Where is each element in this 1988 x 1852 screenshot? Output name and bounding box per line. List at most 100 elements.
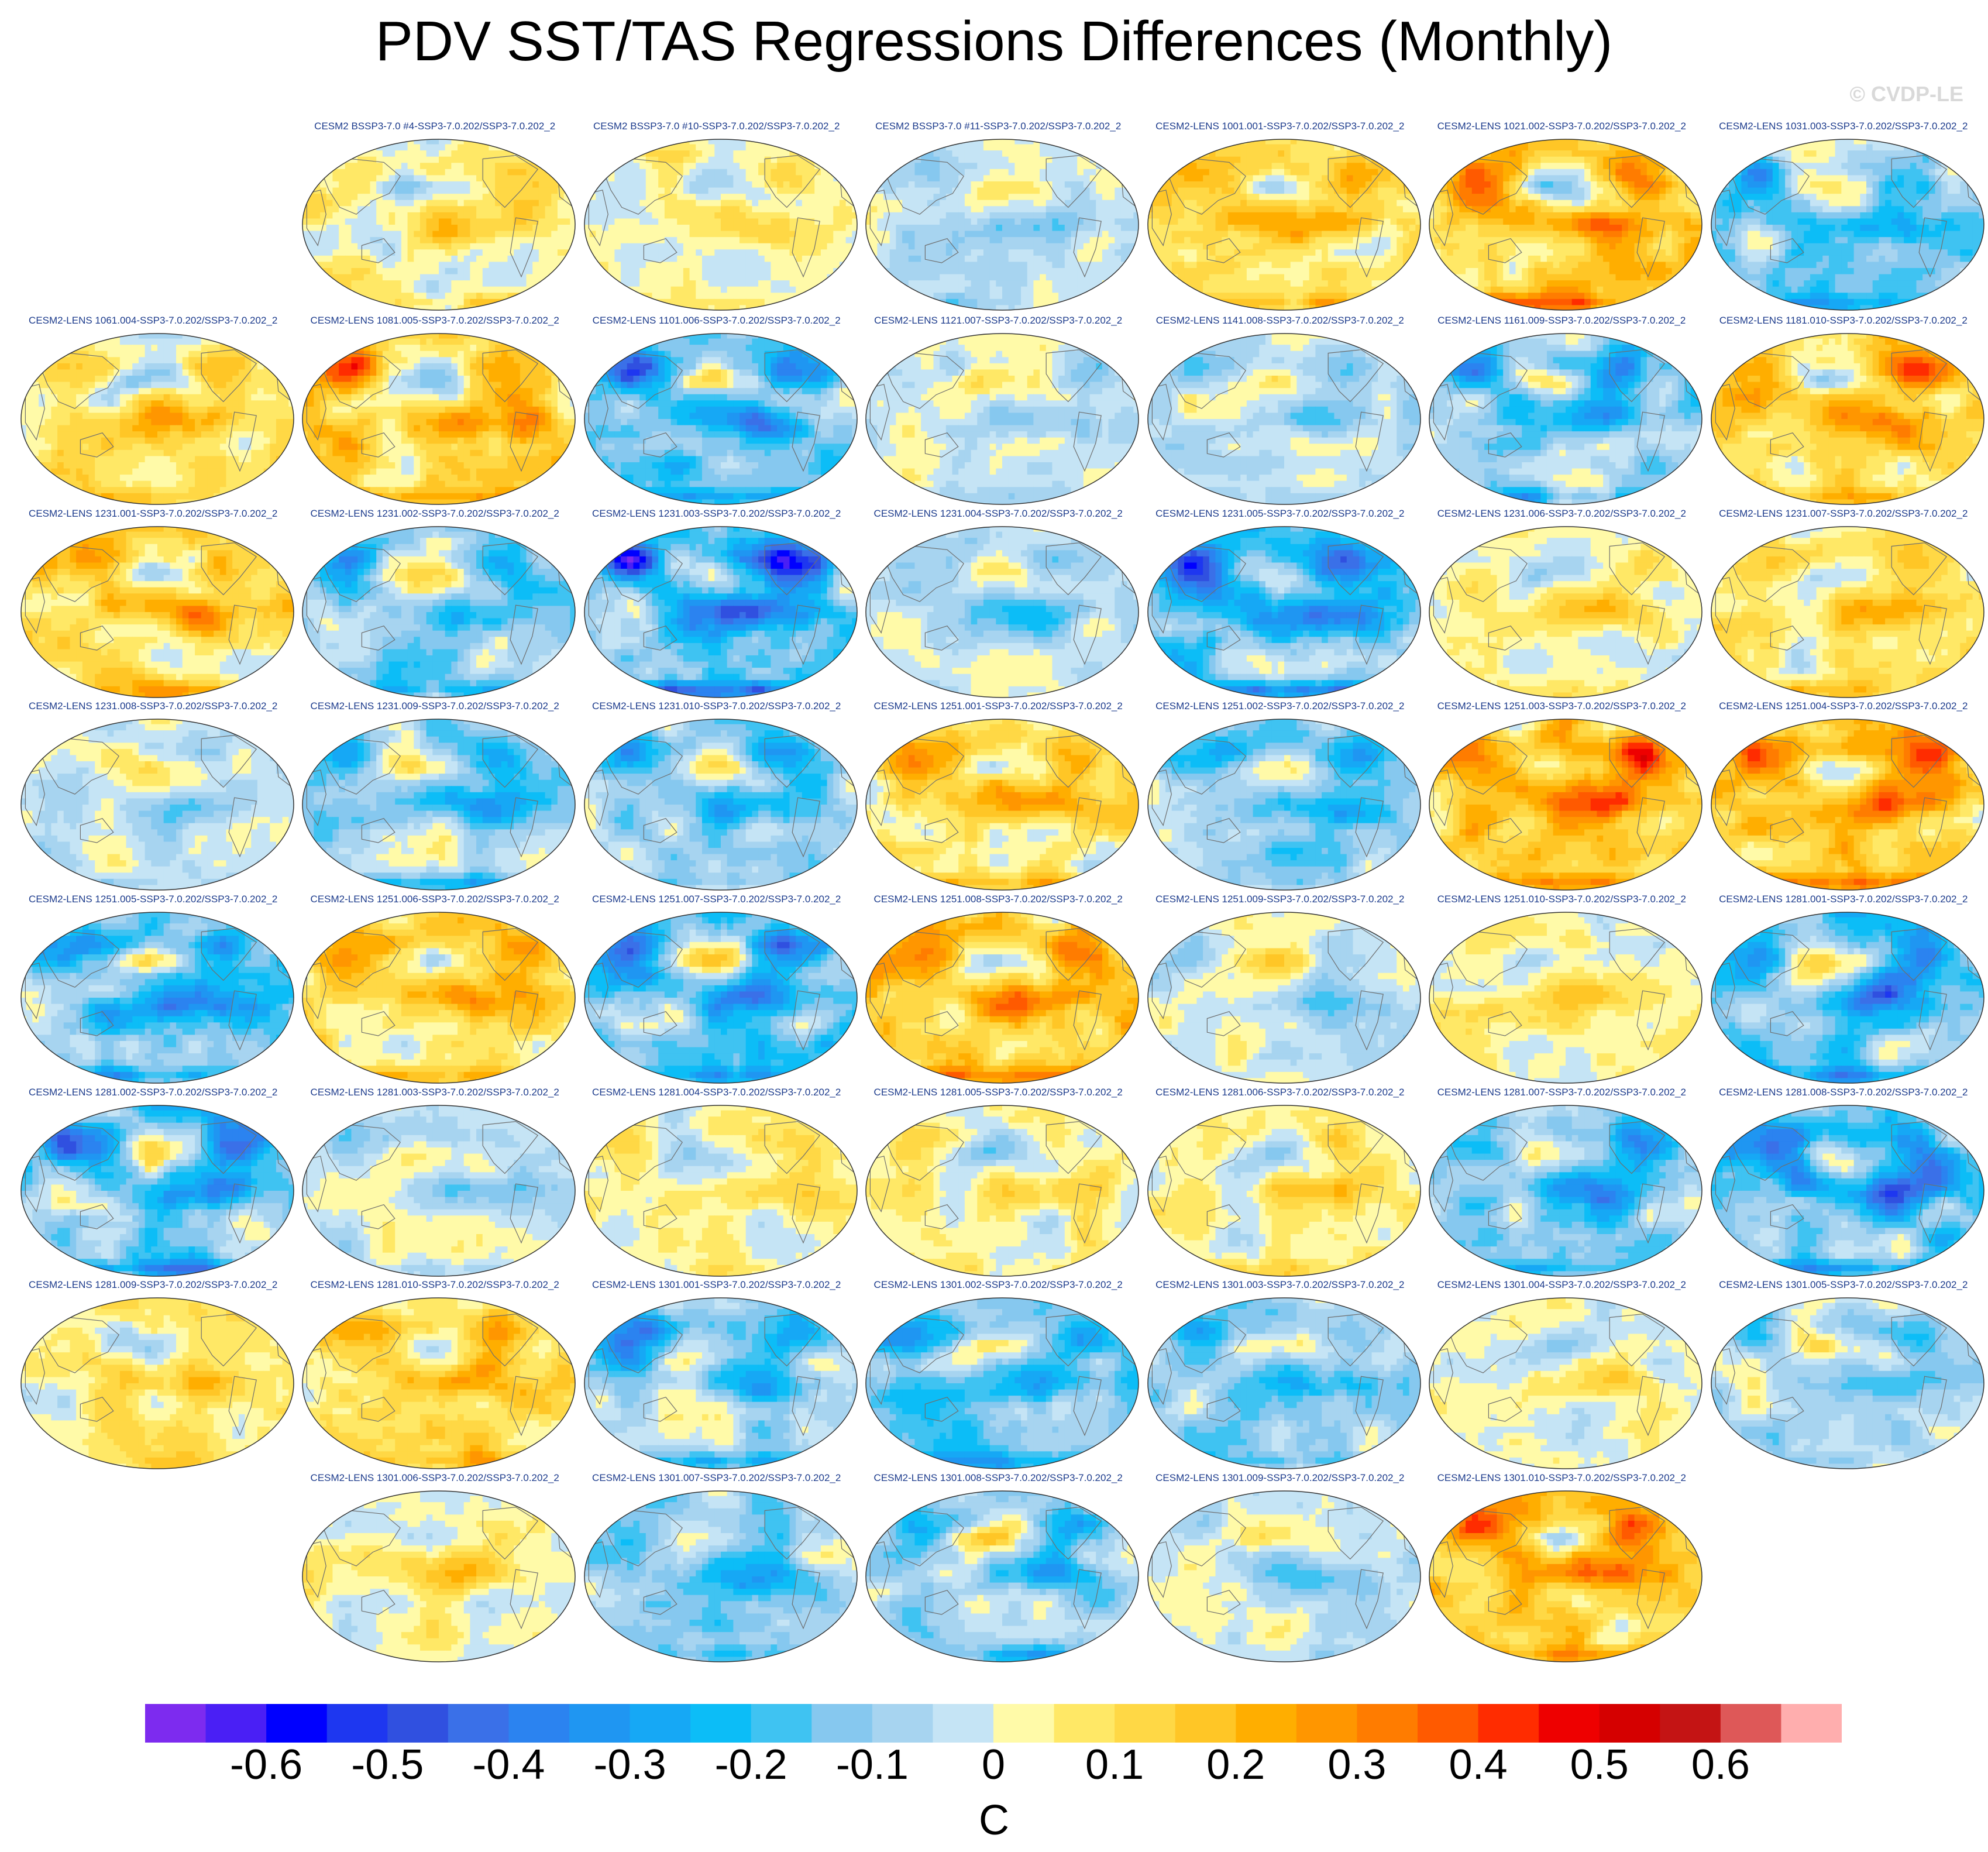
map-cell — [1115, 219, 1121, 225]
map-cell — [314, 249, 321, 256]
map-cell — [1065, 138, 1071, 145]
map-cell — [1065, 243, 1071, 250]
map-cell — [909, 299, 915, 305]
map-cell — [646, 262, 652, 269]
map-cell — [670, 169, 677, 176]
map-cell — [414, 206, 420, 212]
map-cell — [1046, 231, 1053, 238]
map-cell — [414, 231, 420, 238]
map-cell — [1315, 219, 1322, 225]
map-cell — [752, 169, 758, 176]
map-cell — [696, 206, 702, 212]
map-cell — [652, 225, 658, 231]
map-cell — [1040, 243, 1046, 250]
map-cell — [821, 280, 827, 287]
map-cell — [883, 169, 890, 176]
map-cell — [1009, 194, 1015, 200]
map-cell — [352, 231, 358, 238]
map-cell — [1021, 138, 1027, 145]
map-cell — [1053, 219, 1059, 225]
map-cell — [758, 157, 765, 163]
map-cell — [1328, 237, 1334, 243]
map-cell — [902, 225, 909, 231]
map-cell — [1253, 163, 1259, 169]
map-cell — [345, 305, 352, 312]
map-cell — [952, 268, 959, 274]
map-cell — [683, 163, 690, 169]
map-cell — [308, 157, 314, 163]
map-cell — [733, 305, 740, 312]
map-cell — [990, 274, 996, 281]
map-cell — [1390, 243, 1397, 250]
map-cell — [983, 176, 990, 182]
map-cell — [464, 274, 470, 281]
map-cell — [727, 293, 733, 299]
map-cell — [971, 150, 978, 157]
map-cell — [420, 206, 427, 212]
map-cell — [551, 256, 558, 262]
map-cell — [940, 176, 946, 182]
map-cell — [721, 181, 727, 188]
map-cell — [483, 157, 489, 163]
map-cell — [1127, 231, 1134, 238]
map-cell — [308, 262, 314, 269]
map-cell — [1271, 268, 1278, 274]
map-cell — [827, 219, 833, 225]
map-cell — [977, 268, 983, 274]
map-cell — [1384, 231, 1391, 238]
map-cell — [633, 200, 639, 207]
map-cell — [890, 237, 896, 243]
map-cell — [689, 274, 696, 281]
map-cell — [633, 194, 639, 200]
map-cell — [814, 249, 821, 256]
map-cell — [1153, 157, 1159, 163]
map-cell — [796, 231, 802, 238]
map-cell — [1121, 188, 1127, 194]
map-cell — [1366, 280, 1372, 287]
map-cell — [909, 262, 915, 269]
map-cell — [771, 293, 777, 299]
map-cell — [483, 169, 489, 176]
map-cell — [508, 305, 514, 312]
map-cell — [551, 243, 558, 250]
map-cell — [608, 219, 614, 225]
map-cell — [740, 212, 746, 219]
map-cell — [646, 249, 652, 256]
map-cell — [639, 299, 646, 305]
map-cell — [1102, 138, 1109, 145]
map-cell — [652, 262, 658, 269]
map-cell — [1121, 274, 1127, 281]
map-cell — [352, 138, 358, 145]
map-cell — [927, 268, 934, 274]
map-cell — [1058, 243, 1065, 250]
map-cell — [395, 157, 401, 163]
map-cell — [357, 176, 364, 182]
map-cell — [827, 150, 833, 157]
map-cell — [433, 163, 439, 169]
map-cell — [1096, 181, 1102, 188]
map-cell — [1296, 287, 1303, 293]
map-cell — [1115, 145, 1121, 151]
map-cell — [971, 299, 978, 305]
map-cell — [1021, 256, 1027, 262]
map-cell — [871, 280, 878, 287]
map-cell — [314, 231, 321, 238]
map-cell — [745, 225, 752, 231]
map-cell — [464, 188, 470, 194]
map-cell — [345, 280, 352, 287]
map-cell — [670, 287, 677, 293]
map-cell — [1222, 200, 1228, 207]
map-cell — [445, 249, 452, 256]
map-cell — [1053, 225, 1059, 231]
map-cell — [339, 145, 345, 151]
map-cell — [1065, 231, 1071, 238]
map-cell — [789, 212, 796, 219]
map-cell — [727, 231, 733, 238]
map-cell — [996, 212, 1003, 219]
map-cell — [1390, 287, 1397, 293]
map-cell — [1071, 176, 1078, 182]
map-cell — [520, 256, 527, 262]
map-cell — [708, 256, 714, 262]
map-cell — [545, 188, 552, 194]
map-cell — [596, 138, 602, 145]
